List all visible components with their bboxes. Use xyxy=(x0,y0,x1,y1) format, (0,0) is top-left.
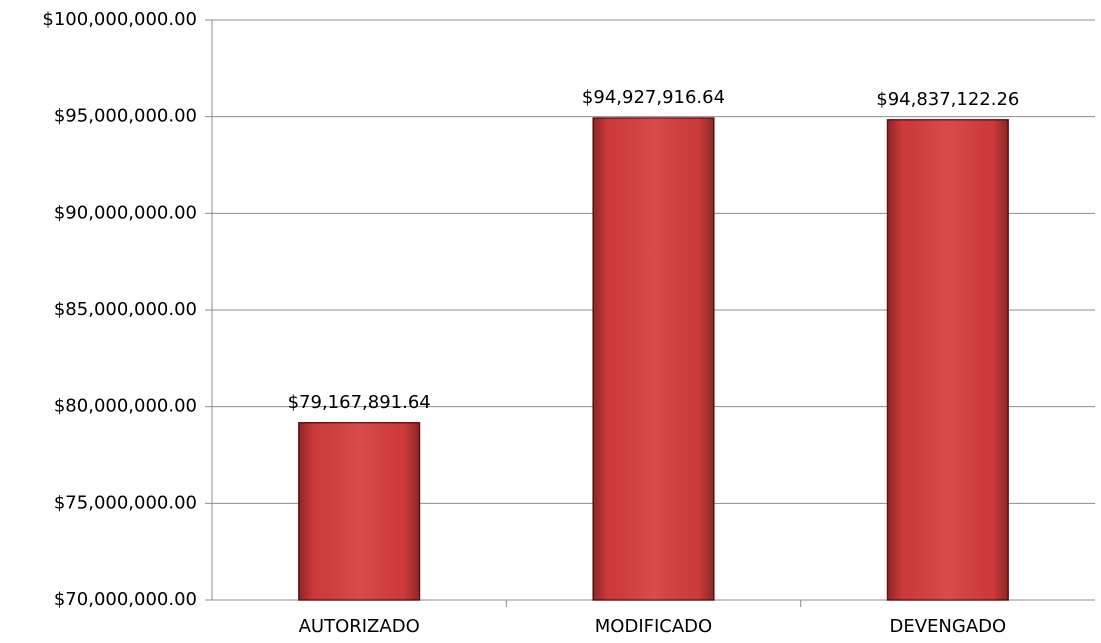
data-label: $94,837,122.26 xyxy=(876,89,1019,110)
y-tick-label: $75,000,000.00 xyxy=(54,492,197,513)
y-tick-label: $90,000,000.00 xyxy=(54,202,197,223)
y-tick-label: $95,000,000.00 xyxy=(54,106,197,127)
x-tick-label: DEVENGADO xyxy=(889,616,1006,637)
y-tick-label: $100,000,000.00 xyxy=(42,9,197,30)
bar xyxy=(298,422,421,601)
x-tick-label: MODIFICADO xyxy=(595,616,712,637)
bar xyxy=(886,119,1009,601)
x-tick-label: AUTORIZADO xyxy=(299,616,420,637)
y-tick-label: $85,000,000.00 xyxy=(54,299,197,320)
bar xyxy=(592,117,715,601)
y-tick-label: $70,000,000.00 xyxy=(54,589,197,610)
data-label: $79,167,891.64 xyxy=(288,392,431,413)
data-label: $94,927,916.64 xyxy=(582,87,725,108)
y-tick-label: $80,000,000.00 xyxy=(54,396,197,417)
